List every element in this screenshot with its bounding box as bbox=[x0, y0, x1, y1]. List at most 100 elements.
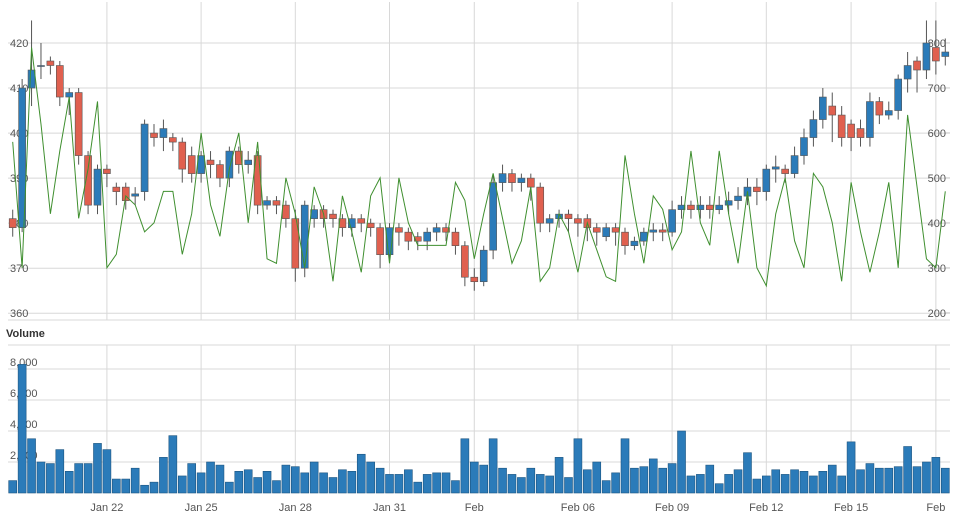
volume-bar bbox=[875, 467, 884, 494]
candle-body bbox=[74, 92, 83, 156]
candle-body bbox=[65, 92, 74, 98]
candle-body bbox=[621, 231, 629, 246]
candle-body bbox=[131, 193, 139, 197]
y2-tick-label: 400 bbox=[928, 218, 946, 230]
candle-body bbox=[630, 240, 639, 246]
volume-bar bbox=[36, 461, 46, 494]
candle-body bbox=[187, 155, 196, 174]
volume-bar bbox=[564, 477, 573, 494]
candle-body bbox=[640, 231, 648, 242]
candle-body bbox=[498, 173, 507, 183]
volume-bar bbox=[780, 474, 790, 494]
volume-bar bbox=[356, 453, 366, 494]
x-tick-label: Feb 12 bbox=[749, 502, 783, 514]
volume-bar bbox=[583, 469, 592, 494]
volume-bar bbox=[592, 461, 602, 494]
volume-bar bbox=[338, 469, 347, 494]
volume-bar bbox=[27, 438, 36, 494]
volume-bar bbox=[686, 475, 696, 494]
volume-bar bbox=[187, 463, 196, 494]
candle-body bbox=[668, 209, 676, 233]
volume-bar bbox=[404, 469, 413, 494]
candle-body bbox=[93, 168, 102, 206]
candle-body bbox=[234, 150, 243, 165]
volume-bar bbox=[507, 474, 517, 494]
candle-body bbox=[715, 204, 724, 210]
volume-bar bbox=[696, 474, 705, 494]
candle-body bbox=[169, 137, 177, 143]
candle-body bbox=[724, 200, 733, 206]
volume-bar bbox=[272, 480, 281, 494]
candle-body bbox=[461, 245, 469, 278]
volume-bar bbox=[940, 467, 950, 494]
volume-bar bbox=[912, 466, 922, 494]
candle-body bbox=[922, 42, 931, 71]
volume-bar bbox=[799, 471, 809, 494]
candle-body bbox=[291, 218, 300, 269]
volume-bar bbox=[573, 438, 583, 494]
y2-tick-label: 500 bbox=[928, 173, 946, 185]
candle-body bbox=[150, 132, 158, 138]
candle-body bbox=[395, 227, 403, 233]
volume-bar bbox=[385, 474, 394, 494]
candle-body bbox=[357, 218, 366, 224]
candle-body bbox=[385, 227, 394, 255]
candle-body bbox=[479, 249, 488, 283]
candle-body bbox=[432, 227, 441, 233]
candle-body bbox=[451, 231, 460, 246]
volume-bar bbox=[177, 475, 187, 494]
volume-bar bbox=[762, 475, 771, 494]
x-tick-label: Jan 25 bbox=[185, 502, 218, 514]
candle-body bbox=[771, 166, 780, 170]
volume-bar bbox=[677, 430, 686, 494]
candle-body bbox=[574, 218, 582, 224]
volume-bar bbox=[319, 472, 328, 494]
candle-body bbox=[348, 218, 356, 228]
volume-bar bbox=[93, 443, 102, 494]
candle-body bbox=[800, 137, 808, 156]
volume-bar bbox=[498, 467, 507, 494]
volume-bar bbox=[752, 478, 762, 494]
y2-tick-label: 200 bbox=[928, 308, 946, 320]
candle-body bbox=[508, 173, 516, 183]
volume-bar bbox=[432, 472, 441, 494]
candle-body bbox=[837, 114, 846, 138]
volume-bar bbox=[225, 481, 234, 494]
candle-body bbox=[602, 227, 610, 237]
candle-body bbox=[527, 177, 535, 188]
volume-bar bbox=[121, 478, 131, 494]
volume-bar bbox=[714, 483, 724, 494]
x-tick-label: Jan 22 bbox=[90, 502, 123, 514]
volume-bar bbox=[8, 480, 18, 494]
candle-body bbox=[790, 155, 799, 174]
volume-bar bbox=[856, 469, 865, 494]
volume-bar bbox=[215, 464, 225, 494]
candle-body bbox=[734, 195, 742, 201]
candle-body bbox=[112, 186, 121, 192]
candle-body bbox=[611, 227, 620, 233]
volume-bar bbox=[422, 474, 432, 494]
volume-bar bbox=[922, 461, 931, 494]
volume-bar bbox=[243, 469, 253, 494]
volume-bar bbox=[818, 471, 828, 494]
x-tick-label: Feb bbox=[465, 502, 484, 514]
volume-bar bbox=[865, 463, 875, 494]
volume-bar bbox=[375, 467, 385, 494]
candle-body bbox=[225, 150, 234, 179]
y2-tick-label: 800 bbox=[928, 38, 946, 50]
x-tick-label: Feb 15 bbox=[834, 502, 868, 514]
candle-body bbox=[819, 96, 827, 120]
volume-bar bbox=[74, 463, 83, 494]
candle-body bbox=[564, 213, 573, 219]
candle-body bbox=[329, 213, 337, 219]
volume-bar bbox=[705, 464, 715, 494]
candle-body bbox=[244, 159, 253, 165]
x-tick-label: Feb bbox=[926, 502, 945, 514]
candle-body bbox=[592, 227, 601, 233]
volume-bar bbox=[46, 463, 55, 494]
volume-bar bbox=[55, 449, 65, 494]
x-tick-label: Jan 31 bbox=[373, 502, 406, 514]
volume-bar bbox=[130, 467, 140, 494]
x-tick-label: Feb 09 bbox=[655, 502, 689, 514]
line-series bbox=[12, 47, 946, 288]
